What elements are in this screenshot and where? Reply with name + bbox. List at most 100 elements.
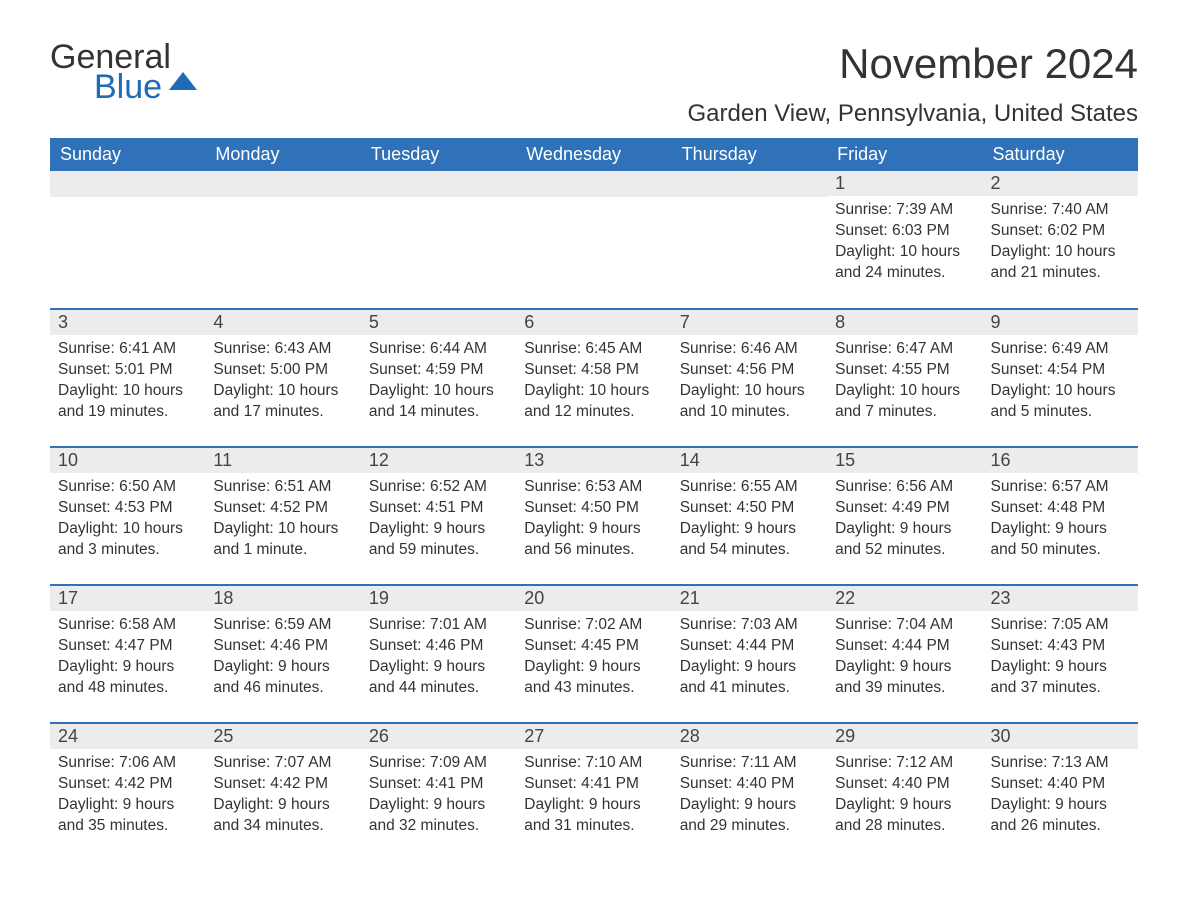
day-number: 10 <box>50 448 205 473</box>
sunset-line: Sunset: 4:54 PM <box>991 360 1130 381</box>
calendar-cell: 1Sunrise: 7:39 AMSunset: 6:03 PMDaylight… <box>827 171 982 309</box>
weekday-header: Tuesday <box>361 138 516 171</box>
day-body: Sunrise: 7:12 AMSunset: 4:40 PMDaylight:… <box>827 749 982 845</box>
calendar-cell: 20Sunrise: 7:02 AMSunset: 4:45 PMDayligh… <box>516 585 671 723</box>
calendar-cell: 14Sunrise: 6:55 AMSunset: 4:50 PMDayligh… <box>672 447 827 585</box>
day-number: 21 <box>672 586 827 611</box>
weekday-header: Saturday <box>983 138 1138 171</box>
sunset-line: Sunset: 4:41 PM <box>524 774 663 795</box>
day-body: Sunrise: 6:50 AMSunset: 4:53 PMDaylight:… <box>50 473 205 569</box>
calendar-cell <box>516 171 671 309</box>
daylight-line: Daylight: 9 hours and 54 minutes. <box>680 519 819 561</box>
daylight-line: Daylight: 10 hours and 21 minutes. <box>991 242 1130 284</box>
calendar-cell: 19Sunrise: 7:01 AMSunset: 4:46 PMDayligh… <box>361 585 516 723</box>
sunrise-line: Sunrise: 7:06 AM <box>58 753 197 774</box>
day-body: Sunrise: 7:01 AMSunset: 4:46 PMDaylight:… <box>361 611 516 707</box>
day-number: 25 <box>205 724 360 749</box>
sunrise-line: Sunrise: 6:43 AM <box>213 339 352 360</box>
day-body: Sunrise: 7:11 AMSunset: 4:40 PMDaylight:… <box>672 749 827 845</box>
sunset-line: Sunset: 4:53 PM <box>58 498 197 519</box>
day-number: 29 <box>827 724 982 749</box>
calendar-cell: 12Sunrise: 6:52 AMSunset: 4:51 PMDayligh… <box>361 447 516 585</box>
day-number: 15 <box>827 448 982 473</box>
calendar-cell: 11Sunrise: 6:51 AMSunset: 4:52 PMDayligh… <box>205 447 360 585</box>
day-number: 28 <box>672 724 827 749</box>
calendar-cell: 23Sunrise: 7:05 AMSunset: 4:43 PMDayligh… <box>983 585 1138 723</box>
sunset-line: Sunset: 4:43 PM <box>991 636 1130 657</box>
sunrise-line: Sunrise: 7:39 AM <box>835 200 974 221</box>
day-number: 24 <box>50 724 205 749</box>
day-number: 22 <box>827 586 982 611</box>
calendar-cell: 28Sunrise: 7:11 AMSunset: 4:40 PMDayligh… <box>672 723 827 861</box>
daylight-line: Daylight: 9 hours and 44 minutes. <box>369 657 508 699</box>
sunset-line: Sunset: 4:46 PM <box>213 636 352 657</box>
daylight-line: Daylight: 10 hours and 7 minutes. <box>835 381 974 423</box>
sunset-line: Sunset: 4:40 PM <box>991 774 1130 795</box>
empty-daynum <box>672 171 827 197</box>
calendar-cell: 5Sunrise: 6:44 AMSunset: 4:59 PMDaylight… <box>361 309 516 447</box>
daylight-line: Daylight: 9 hours and 37 minutes. <box>991 657 1130 699</box>
daylight-line: Daylight: 9 hours and 34 minutes. <box>213 795 352 837</box>
sunrise-line: Sunrise: 6:44 AM <box>369 339 508 360</box>
sunrise-line: Sunrise: 7:07 AM <box>213 753 352 774</box>
daylight-line: Daylight: 9 hours and 43 minutes. <box>524 657 663 699</box>
day-number: 5 <box>361 310 516 335</box>
daylight-line: Daylight: 10 hours and 17 minutes. <box>213 381 352 423</box>
calendar-cell: 10Sunrise: 6:50 AMSunset: 4:53 PMDayligh… <box>50 447 205 585</box>
calendar-cell: 4Sunrise: 6:43 AMSunset: 5:00 PMDaylight… <box>205 309 360 447</box>
month-title: November 2024 <box>688 40 1139 88</box>
day-body: Sunrise: 7:06 AMSunset: 4:42 PMDaylight:… <box>50 749 205 845</box>
sunrise-line: Sunrise: 7:01 AM <box>369 615 508 636</box>
sunset-line: Sunset: 4:46 PM <box>369 636 508 657</box>
day-number: 27 <box>516 724 671 749</box>
sunset-line: Sunset: 4:42 PM <box>58 774 197 795</box>
sunrise-line: Sunrise: 7:05 AM <box>991 615 1130 636</box>
sunset-line: Sunset: 4:56 PM <box>680 360 819 381</box>
day-body: Sunrise: 7:40 AMSunset: 6:02 PMDaylight:… <box>983 196 1138 292</box>
sunrise-line: Sunrise: 6:58 AM <box>58 615 197 636</box>
sunset-line: Sunset: 4:50 PM <box>524 498 663 519</box>
sunrise-line: Sunrise: 7:04 AM <box>835 615 974 636</box>
daylight-line: Daylight: 10 hours and 24 minutes. <box>835 242 974 284</box>
day-number: 19 <box>361 586 516 611</box>
logo: General Blue <box>50 40 197 104</box>
location: Garden View, Pennsylvania, United States <box>688 100 1139 128</box>
day-body: Sunrise: 6:51 AMSunset: 4:52 PMDaylight:… <box>205 473 360 569</box>
calendar: SundayMondayTuesdayWednesdayThursdayFrid… <box>50 138 1138 861</box>
day-number: 30 <box>983 724 1138 749</box>
sunset-line: Sunset: 4:41 PM <box>369 774 508 795</box>
daylight-line: Daylight: 10 hours and 10 minutes. <box>680 381 819 423</box>
sunset-line: Sunset: 4:45 PM <box>524 636 663 657</box>
daylight-line: Daylight: 10 hours and 14 minutes. <box>369 381 508 423</box>
logo-triangle-icon <box>169 55 197 90</box>
calendar-cell: 13Sunrise: 6:53 AMSunset: 4:50 PMDayligh… <box>516 447 671 585</box>
day-number: 11 <box>205 448 360 473</box>
sunset-line: Sunset: 5:01 PM <box>58 360 197 381</box>
calendar-cell: 3Sunrise: 6:41 AMSunset: 5:01 PMDaylight… <box>50 309 205 447</box>
calendar-cell <box>361 171 516 309</box>
day-number: 20 <box>516 586 671 611</box>
day-body: Sunrise: 6:45 AMSunset: 4:58 PMDaylight:… <box>516 335 671 431</box>
sunset-line: Sunset: 4:40 PM <box>680 774 819 795</box>
daylight-line: Daylight: 10 hours and 3 minutes. <box>58 519 197 561</box>
weekday-header: Thursday <box>672 138 827 171</box>
sunset-line: Sunset: 4:58 PM <box>524 360 663 381</box>
sunrise-line: Sunrise: 6:47 AM <box>835 339 974 360</box>
sunrise-line: Sunrise: 6:53 AM <box>524 477 663 498</box>
calendar-cell <box>672 171 827 309</box>
calendar-row: 24Sunrise: 7:06 AMSunset: 4:42 PMDayligh… <box>50 723 1138 861</box>
day-number: 9 <box>983 310 1138 335</box>
sunrise-line: Sunrise: 6:49 AM <box>991 339 1130 360</box>
sunrise-line: Sunrise: 6:41 AM <box>58 339 197 360</box>
calendar-cell: 17Sunrise: 6:58 AMSunset: 4:47 PMDayligh… <box>50 585 205 723</box>
sunset-line: Sunset: 6:03 PM <box>835 221 974 242</box>
sunrise-line: Sunrise: 7:40 AM <box>991 200 1130 221</box>
daylight-line: Daylight: 10 hours and 19 minutes. <box>58 381 197 423</box>
daylight-line: Daylight: 9 hours and 29 minutes. <box>680 795 819 837</box>
sunrise-line: Sunrise: 7:12 AM <box>835 753 974 774</box>
day-number: 16 <box>983 448 1138 473</box>
day-body: Sunrise: 6:46 AMSunset: 4:56 PMDaylight:… <box>672 335 827 431</box>
daylight-line: Daylight: 9 hours and 41 minutes. <box>680 657 819 699</box>
calendar-row: 1Sunrise: 7:39 AMSunset: 6:03 PMDaylight… <box>50 171 1138 309</box>
day-body: Sunrise: 7:07 AMSunset: 4:42 PMDaylight:… <box>205 749 360 845</box>
